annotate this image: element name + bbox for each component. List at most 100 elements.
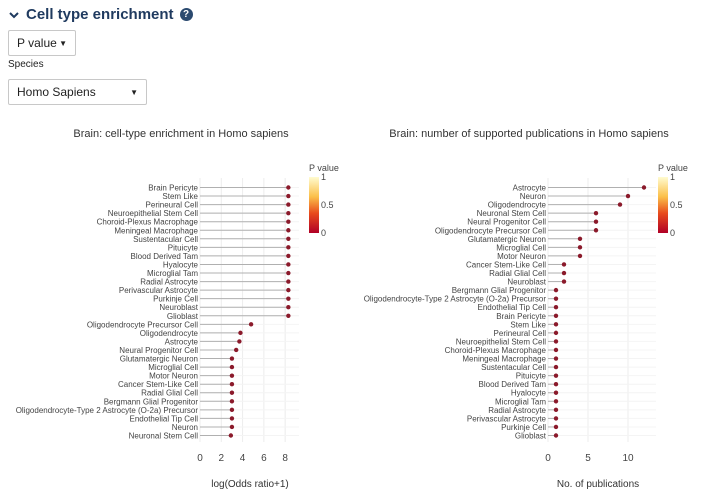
legend-tick-label: 0.5 bbox=[670, 200, 683, 210]
lollipop-point bbox=[561, 279, 567, 284]
category-label: Endothelial Tip Cell bbox=[130, 414, 199, 423]
category-label: Glioblast bbox=[515, 432, 547, 441]
lollipop-point bbox=[229, 399, 235, 404]
category-label: Oligodendrocyte Precursor Cell bbox=[87, 320, 198, 329]
legend-tick-label: 1 bbox=[321, 172, 326, 182]
category-label: Glutamatergic Neuron bbox=[120, 355, 198, 364]
legend-tick-label: 0 bbox=[670, 228, 675, 238]
x-axis-label: log(Odds ratio+1) bbox=[211, 479, 289, 490]
lollipop-point bbox=[561, 262, 567, 267]
category-label: Pituicyte bbox=[168, 243, 199, 252]
category-label: Meningeal Macrophage bbox=[462, 355, 546, 364]
category-label: Radial Astrocyte bbox=[140, 278, 198, 287]
category-label: Bergmann Glial Progenitor bbox=[104, 397, 199, 406]
lollipop-point bbox=[229, 424, 235, 430]
legend-tick-label: 0.5 bbox=[321, 200, 334, 210]
lollipop-point bbox=[553, 424, 559, 430]
lollipop-point bbox=[286, 270, 291, 276]
lollipop-point bbox=[286, 236, 291, 242]
chevron-down-icon[interactable] bbox=[8, 9, 20, 21]
category-label: Glioblast bbox=[167, 312, 199, 321]
lollipop-point bbox=[553, 347, 559, 353]
lollipop-point bbox=[248, 322, 254, 327]
x-tick-label: 2 bbox=[219, 453, 225, 464]
species-label: Species bbox=[8, 59, 44, 70]
category-label: Hyalocyte bbox=[163, 260, 199, 269]
legend-colorbar bbox=[309, 177, 319, 233]
category-label: Meningeal Macrophage bbox=[114, 226, 198, 235]
lollipop-point bbox=[286, 210, 291, 216]
legend-colorbar bbox=[658, 177, 668, 233]
lollipop-point bbox=[233, 347, 239, 353]
x-tick-label: 8 bbox=[282, 453, 288, 464]
category-label: Brain Pericyte bbox=[496, 312, 546, 321]
help-icon[interactable]: ? bbox=[179, 8, 193, 21]
category-label: Perivascular Astrocyte bbox=[119, 286, 199, 295]
lollipop-point bbox=[553, 356, 559, 361]
lollipop-point bbox=[229, 381, 235, 387]
lollipop-point bbox=[286, 287, 291, 293]
category-label: Neuroblast bbox=[159, 303, 198, 312]
lollipop-point bbox=[641, 185, 647, 190]
lollipop-point bbox=[228, 433, 234, 438]
section-header[interactable]: Cell type enrichment ? bbox=[8, 6, 193, 23]
category-label: Neuroepithelial Stem Cell bbox=[456, 337, 546, 346]
x-tick-label: 4 bbox=[240, 453, 246, 464]
category-label: Neuroepithelial Stem Cell bbox=[108, 209, 198, 218]
category-label: Neuron bbox=[520, 192, 546, 201]
lollipop-point bbox=[237, 339, 242, 344]
category-label: Perivascular Astrocyte bbox=[467, 414, 547, 423]
x-tick-label: 5 bbox=[585, 453, 591, 464]
lollipop-point bbox=[553, 433, 559, 438]
lollipop-point bbox=[553, 322, 559, 327]
lollipop-point bbox=[229, 364, 235, 370]
category-label: Sustentacular Cell bbox=[133, 235, 198, 244]
category-label: Hyalocyte bbox=[511, 389, 547, 398]
lollipop-point bbox=[553, 399, 559, 404]
category-label: Neuronal Stem Cell bbox=[477, 209, 547, 218]
category-label: Neuronal Stem Cell bbox=[129, 432, 199, 441]
lollipop-point bbox=[286, 202, 291, 207]
category-label: Cancer Stem-Like Cell bbox=[118, 380, 198, 389]
category-label: Glutamatergic Neuron bbox=[468, 235, 546, 244]
lollipop-point bbox=[593, 219, 599, 224]
species-select[interactable]: Homo Sapiens ▼ bbox=[8, 79, 147, 105]
x-tick-label: 10 bbox=[622, 453, 634, 464]
category-label: Oligodendrocyte-Type 2 Astrocyte (O-2a) … bbox=[364, 295, 547, 304]
lollipop-point bbox=[286, 193, 291, 199]
category-label: Cancer Stem-Like Cell bbox=[466, 260, 546, 269]
category-label: Neuron bbox=[172, 423, 198, 432]
lollipop-point bbox=[286, 219, 291, 224]
category-label: Stem Like bbox=[510, 320, 546, 329]
x-tick-label: 0 bbox=[197, 453, 203, 464]
category-label: Motor Neuron bbox=[497, 252, 546, 261]
category-label: Blood Derived Tam bbox=[131, 252, 199, 261]
category-label: Radial Glial Cell bbox=[489, 269, 546, 278]
category-label: Oligodendrocyte Precursor Cell bbox=[435, 226, 546, 235]
category-label: Blood Derived Tam bbox=[479, 380, 547, 389]
lollipop-point bbox=[593, 210, 599, 216]
category-label: Oligodendrocyte bbox=[140, 329, 199, 338]
lollipop-point bbox=[553, 416, 559, 421]
lollipop-point bbox=[229, 416, 235, 421]
category-label: Purkinje Cell bbox=[501, 423, 546, 432]
lollipop-point bbox=[229, 373, 235, 378]
category-label: Sustentacular Cell bbox=[481, 363, 546, 372]
lollipop-point bbox=[286, 305, 291, 310]
category-label: Brain Pericyte bbox=[148, 184, 198, 193]
lollipop-point bbox=[286, 253, 291, 259]
x-tick-label: 0 bbox=[545, 453, 551, 464]
lollipop-point bbox=[229, 407, 235, 413]
metric-select-value: P value bbox=[17, 36, 57, 50]
category-label: Choroid-Plexus Macrophage bbox=[97, 218, 199, 227]
lollipop-point bbox=[553, 305, 559, 310]
lollipop-point bbox=[553, 287, 559, 293]
lollipop-point bbox=[286, 313, 291, 318]
category-label: Radial Astrocyte bbox=[488, 406, 546, 415]
category-label: Neural Progenitor Cell bbox=[467, 218, 546, 227]
category-label: Motor Neuron bbox=[149, 372, 198, 381]
lollipop-point bbox=[229, 390, 235, 395]
legend-tick-label: 0 bbox=[321, 228, 326, 238]
lollipop-point bbox=[625, 193, 631, 199]
metric-select[interactable]: P value ▼ bbox=[8, 30, 76, 56]
